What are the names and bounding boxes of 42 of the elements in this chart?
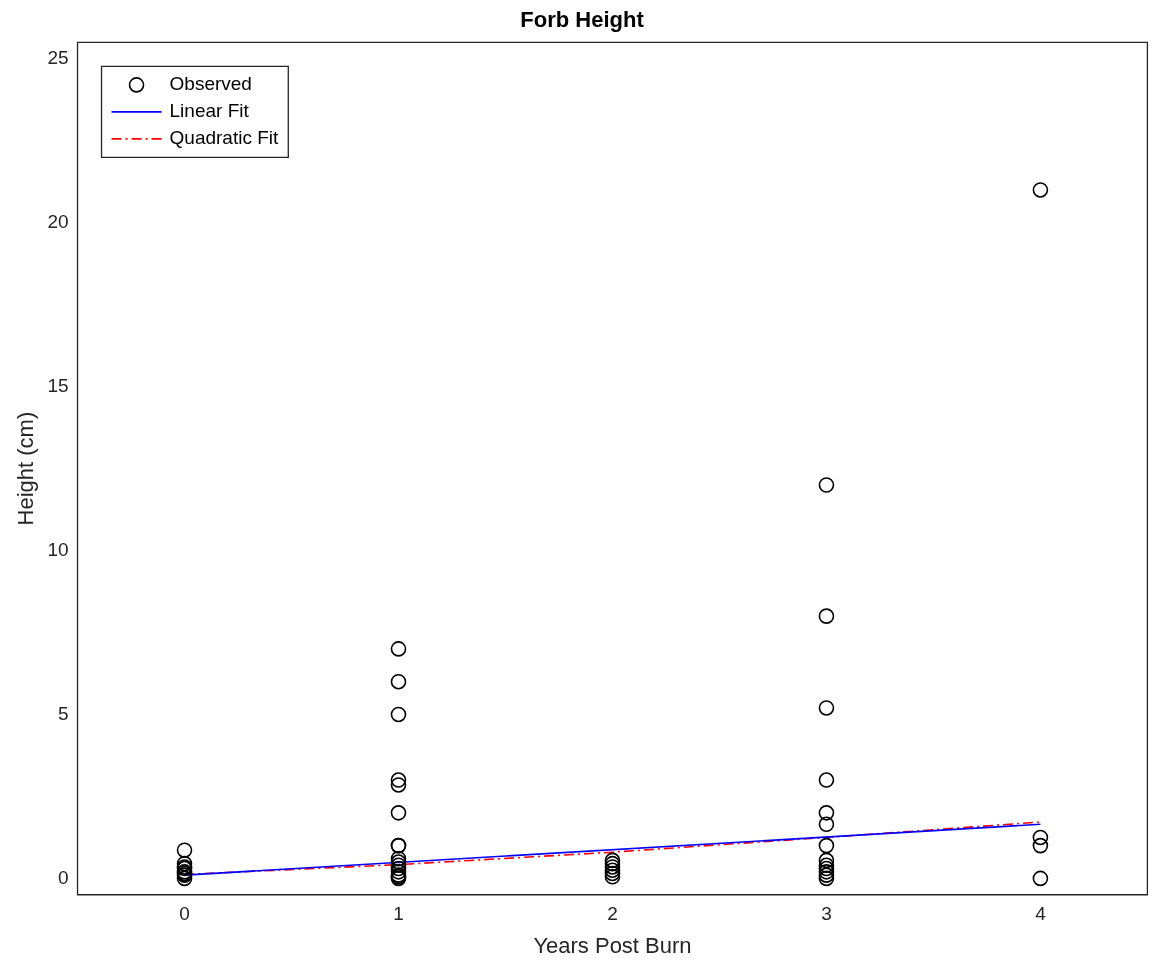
y-tick-label: 25 <box>47 47 69 69</box>
x-tick-label: 1 <box>393 903 404 925</box>
legend-label: Linear Fit <box>169 100 250 122</box>
point <box>1032 829 1049 846</box>
y-tick-label: 10 <box>47 538 69 560</box>
point <box>390 673 407 690</box>
point <box>390 777 407 793</box>
point <box>1032 837 1049 854</box>
point <box>818 477 835 493</box>
y-tick-label: 20 <box>47 210 69 232</box>
point <box>390 641 407 657</box>
x-axis-title: Years Post Burn <box>533 932 692 958</box>
y-tick-label: 0 <box>57 866 69 888</box>
point <box>818 870 835 887</box>
point <box>818 608 835 624</box>
point <box>818 805 835 821</box>
point <box>390 850 407 867</box>
point <box>818 852 835 869</box>
legend-label: Observed <box>169 73 252 95</box>
y-axis-title: Height (cm) <box>13 411 39 526</box>
point <box>390 854 407 870</box>
point <box>818 700 835 716</box>
point <box>390 706 407 723</box>
x-tick-label: 3 <box>821 903 832 925</box>
point <box>1032 870 1049 887</box>
point <box>818 816 835 833</box>
x-tick-label: 4 <box>1035 903 1047 925</box>
x-tick-label: 2 <box>607 903 618 925</box>
y-tick-label: 15 <box>47 374 69 396</box>
point <box>390 805 407 821</box>
point <box>818 837 835 854</box>
chart-title: Forb Height <box>520 7 645 33</box>
point <box>176 870 193 887</box>
point <box>818 772 835 788</box>
legend-label: Quadratic Fit <box>169 127 280 149</box>
point <box>604 859 621 875</box>
point <box>390 772 407 788</box>
point <box>176 855 193 872</box>
point <box>1032 182 1049 198</box>
x-tick-label: 0 <box>179 903 190 925</box>
y-tick-label: 5 <box>57 702 69 724</box>
point <box>176 842 193 859</box>
